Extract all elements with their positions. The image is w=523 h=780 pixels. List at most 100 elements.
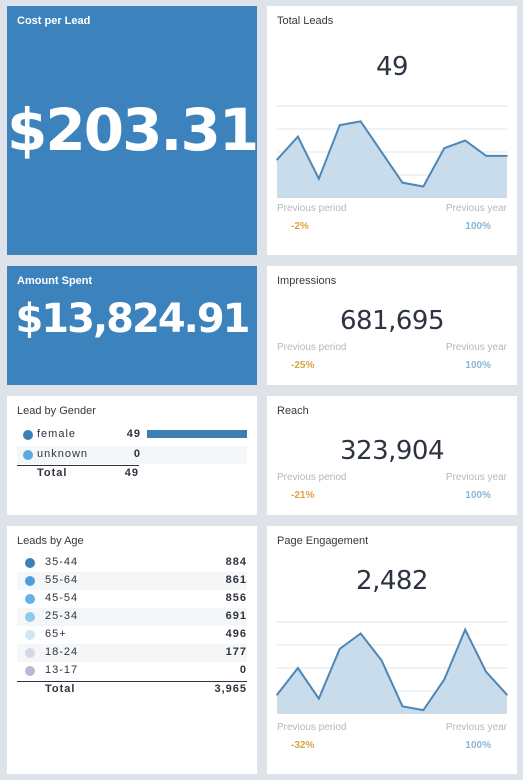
card-title: Page Engagement bbox=[277, 535, 369, 547]
data-point bbox=[401, 705, 404, 708]
age-value: 496 bbox=[225, 628, 247, 640]
age-value: 884 bbox=[225, 556, 247, 568]
card-title: Impressions bbox=[277, 275, 337, 287]
card-title: Amount Spent bbox=[17, 275, 93, 287]
data-point bbox=[422, 185, 425, 188]
gender-row-unknown: unknown 0 bbox=[17, 446, 247, 464]
previous-year-label: Previous year bbox=[445, 472, 507, 483]
data-point bbox=[338, 124, 341, 126]
age-label: 13-17 bbox=[45, 664, 79, 676]
data-point bbox=[485, 671, 487, 673]
data-point bbox=[318, 697, 320, 700]
age-value: 0 bbox=[239, 664, 247, 676]
age-value: 856 bbox=[225, 592, 247, 604]
series-line bbox=[276, 627, 508, 712]
impressions-value: 681,695 bbox=[339, 306, 445, 336]
total-leads-trend-chart bbox=[276, 105, 508, 198]
area-fill bbox=[277, 629, 507, 714]
total-value: 3,965 bbox=[214, 683, 247, 695]
amount-spent-card: Amount Spent $13,824.91 bbox=[7, 266, 257, 385]
amount-spent-value: $13,824.91 bbox=[15, 296, 250, 342]
age-row: 65+ 496 bbox=[17, 626, 247, 644]
total-leads-card: Total Leads 49 Previous period Previous … bbox=[267, 6, 517, 255]
total-row: Total 3,965 bbox=[17, 681, 247, 699]
series-line bbox=[276, 120, 507, 188]
data-point bbox=[443, 678, 446, 681]
age-label: 55-64 bbox=[45, 574, 79, 586]
data-point bbox=[297, 667, 299, 669]
card-title: Total Leads bbox=[277, 15, 334, 27]
page-engagement-trend-chart bbox=[276, 621, 508, 714]
reach-value: 323,904 bbox=[339, 436, 445, 466]
gender-row-female: female 49 bbox=[17, 426, 247, 444]
legend-dot bbox=[25, 576, 35, 586]
data-point bbox=[464, 139, 466, 142]
total-divider bbox=[17, 465, 139, 466]
data-point bbox=[380, 659, 383, 662]
data-point bbox=[318, 178, 320, 180]
previous-year-label: Previous year bbox=[445, 342, 507, 353]
age-label: 35-44 bbox=[45, 556, 79, 568]
gender-value: 49 bbox=[126, 428, 141, 440]
data-point bbox=[359, 120, 362, 123]
age-value: 691 bbox=[225, 610, 247, 622]
age-value: 177 bbox=[225, 646, 247, 658]
legend-dot bbox=[25, 558, 35, 568]
gender-share-bar bbox=[147, 430, 247, 438]
legend-dot bbox=[25, 594, 35, 604]
data-point bbox=[359, 632, 362, 635]
previous-year-change: 100% bbox=[465, 360, 491, 371]
page-engagement-card: Page Engagement 2,482 Previous period Pr… bbox=[267, 526, 517, 774]
legend-dot bbox=[23, 450, 33, 460]
total-leads-value: 49 bbox=[375, 52, 409, 82]
age-label: 45-54 bbox=[45, 592, 79, 604]
data-point bbox=[422, 709, 425, 711]
total-value: 49 bbox=[124, 467, 139, 479]
previous-period-label: Previous period bbox=[277, 203, 347, 214]
total-divider bbox=[17, 681, 247, 682]
data-point bbox=[464, 628, 466, 631]
data-point bbox=[297, 135, 299, 138]
legend-dot bbox=[25, 612, 35, 622]
area-fill bbox=[277, 121, 507, 198]
page-engagement-value: 2,482 bbox=[356, 566, 428, 596]
total-label: Total bbox=[37, 467, 68, 479]
legend-dot bbox=[25, 648, 35, 658]
legend-dot bbox=[23, 430, 33, 440]
previous-period-label: Previous period bbox=[277, 342, 347, 353]
previous-period-change: -21% bbox=[291, 490, 315, 501]
legend-dot bbox=[25, 630, 35, 640]
data-point bbox=[506, 694, 508, 696]
data-point bbox=[276, 694, 278, 696]
previous-period-label: Previous period bbox=[277, 722, 347, 733]
previous-year-change: 100% bbox=[465, 221, 491, 232]
data-point bbox=[401, 181, 404, 184]
leads-by-age-card: Leads by Age 35-44 884 55-64 861 45-54 856 25-… bbox=[7, 526, 257, 774]
data-point bbox=[443, 147, 446, 149]
data-point bbox=[485, 155, 487, 157]
age-row: 25-34 691 bbox=[17, 608, 247, 626]
previous-year-label: Previous year bbox=[445, 203, 507, 214]
previous-period-change: -2% bbox=[291, 221, 309, 232]
previous-year-change: 100% bbox=[465, 490, 491, 501]
previous-period-change: -32% bbox=[291, 740, 315, 751]
reach-card: Reach 323,904 Previous period Previous y… bbox=[267, 396, 517, 515]
age-row: 18-24 177 bbox=[17, 644, 247, 662]
total-row: Total 49 bbox=[17, 465, 139, 483]
data-point bbox=[380, 151, 383, 153]
card-title: Reach bbox=[277, 405, 309, 417]
previous-period-change: -25% bbox=[291, 360, 315, 371]
age-label: 25-34 bbox=[45, 610, 79, 622]
age-label: 18-24 bbox=[45, 646, 79, 658]
cost-per-lead-card: Cost per Lead $203.31 bbox=[7, 6, 259, 255]
card-title: Cost per Lead bbox=[17, 15, 91, 27]
legend-dot bbox=[25, 666, 35, 676]
age-row: 13-17 0 bbox=[17, 662, 247, 680]
data-point bbox=[338, 648, 341, 650]
previous-year-change: 100% bbox=[465, 740, 491, 751]
previous-year-label: Previous year bbox=[445, 722, 507, 733]
total-label: Total bbox=[45, 683, 76, 695]
gender-label: unknown bbox=[37, 448, 89, 460]
data-point bbox=[276, 158, 278, 161]
data-point bbox=[506, 155, 508, 157]
